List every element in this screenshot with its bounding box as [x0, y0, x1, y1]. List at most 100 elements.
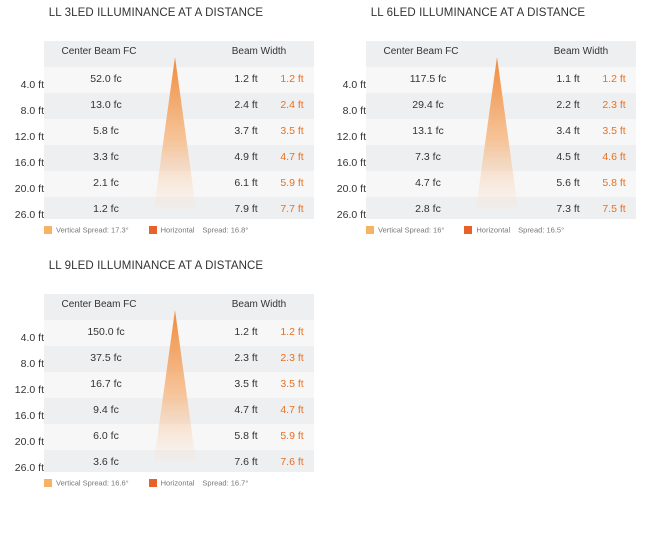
- center-beam-fc-value: 7.3 fc: [415, 151, 441, 163]
- distance-label: 4.0 ft: [342, 79, 366, 91]
- vertical-beam-width-value: 5.8 ft: [234, 430, 258, 442]
- center-beam-fc-value: 3.3 fc: [93, 151, 119, 163]
- horizontal-beam-width-value: 7.5 ft: [602, 203, 626, 215]
- light-beam-cone-icon: [154, 57, 196, 209]
- vertical-spread-label: Vertical Spread: 16°: [378, 225, 445, 235]
- horizontal-spread-label: Horizontal: [160, 225, 195, 235]
- center-beam-fc-value: 13.0 fc: [90, 99, 122, 111]
- horizontal-spread-swatch: [148, 479, 157, 488]
- beam-cone-shape: [154, 57, 196, 209]
- horizontal-beam-width-value: 2.3 ft: [280, 352, 304, 364]
- vertical-spread-swatch: [366, 226, 374, 235]
- vertical-beam-width-value: 3.4 ft: [556, 125, 580, 137]
- center-beam-fc-value: 29.4 fc: [412, 99, 444, 111]
- center-beam-fc-value: 6.0 fc: [93, 430, 119, 442]
- horizontal-beam-width-value: 2.3 ft: [602, 99, 626, 111]
- vertical-beam-width-value: 7.9 ft: [234, 203, 258, 215]
- horizontal-beam-width-value: 5.9 ft: [280, 430, 304, 442]
- legend: Vertical Spread: 16.6° Horizontal Spread: …: [44, 478, 248, 490]
- center-beam-fc-value: 52.0 fc: [90, 73, 122, 85]
- vertical-beam-width-value: 1.2 ft: [234, 326, 258, 338]
- light-beam-cone-icon: [476, 57, 518, 209]
- beam-width-header: Beam Width: [553, 46, 609, 57]
- illuminance-panel: LL 3LED ILLUMINANCE AT A DISTANCE Center …: [0, 7, 314, 247]
- distance-label: 20.0 ft: [14, 436, 44, 448]
- horizontal-beam-width-value: 3.5 ft: [280, 378, 304, 390]
- vertical-spread-swatch: [44, 226, 52, 235]
- distance-label: 4.0 ft: [20, 79, 44, 91]
- distance-label: 8.0 ft: [20, 358, 44, 370]
- center-beam-header: Center Beam FC: [383, 46, 459, 57]
- center-beam-fc-value: 13.1 fc: [412, 125, 444, 137]
- vertical-beam-width-value: 2.4 ft: [234, 99, 258, 111]
- vertical-beam-width-value: 6.1 ft: [234, 177, 258, 189]
- panel-title: LL 3LED ILLUMINANCE AT A DISTANCE: [48, 7, 264, 19]
- vertical-beam-width-value: 3.7 ft: [234, 125, 258, 137]
- horizontal-beam-width-value: 4.7 ft: [280, 151, 304, 163]
- beam-width-header: Beam Width: [231, 299, 287, 310]
- vertical-beam-width-value: 2.2 ft: [556, 99, 580, 111]
- center-beam-fc-value: 37.5 fc: [90, 352, 122, 364]
- center-beam-fc-value: 16.7 fc: [90, 378, 122, 390]
- distance-label: 20.0 ft: [336, 183, 366, 195]
- vertical-spread-label: Vertical Spread: 17.3°: [56, 225, 129, 235]
- distance-label: 26.0 ft: [14, 209, 44, 221]
- distance-label: 8.0 ft: [20, 105, 44, 117]
- horizontal-beam-width-value: 3.5 ft: [602, 125, 626, 137]
- horizontal-spread-label: Horizontal: [160, 478, 195, 488]
- light-beam-cone-icon: [154, 310, 196, 462]
- horizontal-beam-width-value: 2.4 ft: [280, 99, 304, 111]
- vertical-spread-swatch: [44, 479, 52, 488]
- horizontal-spread-swatch: [148, 226, 157, 235]
- horizontal-beam-width-value: 5.9 ft: [280, 177, 304, 189]
- center-beam-fc-value: 3.6 fc: [93, 456, 119, 468]
- legend: Vertical Spread: 17.3° Horizontal Spread: …: [44, 225, 248, 237]
- horizontal-spread-value: Spread: 16.8°: [202, 225, 249, 235]
- center-beam-fc-value: 2.8 fc: [415, 203, 441, 215]
- vertical-beam-width-value: 4.9 ft: [234, 151, 258, 163]
- horizontal-beam-width-value: 5.8 ft: [602, 177, 626, 189]
- vertical-beam-width-value: 5.6 ft: [556, 177, 580, 189]
- legend: Vertical Spread: 16° Horizontal Spread: 16…: [366, 225, 564, 237]
- panel-title: LL 9LED ILLUMINANCE AT A DISTANCE: [48, 260, 264, 272]
- distance-label: 12.0 ft: [14, 384, 44, 396]
- distance-label: 12.0 ft: [336, 131, 366, 143]
- distance-label: 26.0 ft: [14, 462, 44, 474]
- distance-label: 8.0 ft: [342, 105, 366, 117]
- horizontal-beam-width-value: 7.7 ft: [280, 203, 304, 215]
- distance-label: 16.0 ft: [14, 410, 44, 422]
- center-beam-fc-value: 9.4 fc: [93, 404, 119, 416]
- vertical-spread-label: Vertical Spread: 16.6°: [56, 478, 129, 488]
- center-beam-fc-value: 2.1 fc: [93, 177, 119, 189]
- horizontal-beam-width-value: 1.2 ft: [280, 73, 304, 85]
- distance-label: 16.0 ft: [336, 157, 366, 169]
- center-beam-fc-value: 5.8 fc: [93, 125, 119, 137]
- beam-cone-shape: [154, 310, 196, 462]
- center-beam-fc-value: 4.7 fc: [415, 177, 441, 189]
- horizontal-beam-width-value: 1.2 ft: [280, 326, 304, 338]
- panel-title: LL 6LED ILLUMINANCE AT A DISTANCE: [370, 7, 586, 19]
- beam-width-header: Beam Width: [231, 46, 287, 57]
- distance-label: 12.0 ft: [14, 131, 44, 143]
- center-beam-fc-value: 117.5 fc: [409, 73, 447, 85]
- distance-label: 16.0 ft: [14, 157, 44, 169]
- center-beam-fc-value: 150.0 fc: [87, 326, 125, 338]
- distance-label: 4.0 ft: [20, 332, 44, 344]
- vertical-beam-width-value: 3.5 ft: [234, 378, 258, 390]
- horizontal-spread-value: Spread: 16.7°: [202, 478, 249, 488]
- distance-label: 20.0 ft: [14, 183, 44, 195]
- horizontal-spread-swatch: [464, 226, 473, 235]
- horizontal-spread-value: Spread: 16.5°: [518, 225, 565, 235]
- vertical-beam-width-value: 4.7 ft: [234, 404, 258, 416]
- horizontal-beam-width-value: 4.7 ft: [280, 404, 304, 416]
- distance-label: 26.0 ft: [336, 209, 366, 221]
- center-beam-header: Center Beam FC: [61, 299, 137, 310]
- horizontal-beam-width-value: 4.6 ft: [602, 151, 626, 163]
- center-beam-header: Center Beam FC: [61, 46, 137, 57]
- illuminance-panel: LL 6LED ILLUMINANCE AT A DISTANCE Center …: [322, 7, 636, 247]
- vertical-beam-width-value: 7.3 ft: [556, 203, 580, 215]
- vertical-beam-width-value: 4.5 ft: [556, 151, 580, 163]
- vertical-beam-width-value: 1.2 ft: [234, 73, 258, 85]
- vertical-beam-width-value: 1.1 ft: [556, 73, 580, 85]
- horizontal-beam-width-value: 3.5 ft: [280, 125, 304, 137]
